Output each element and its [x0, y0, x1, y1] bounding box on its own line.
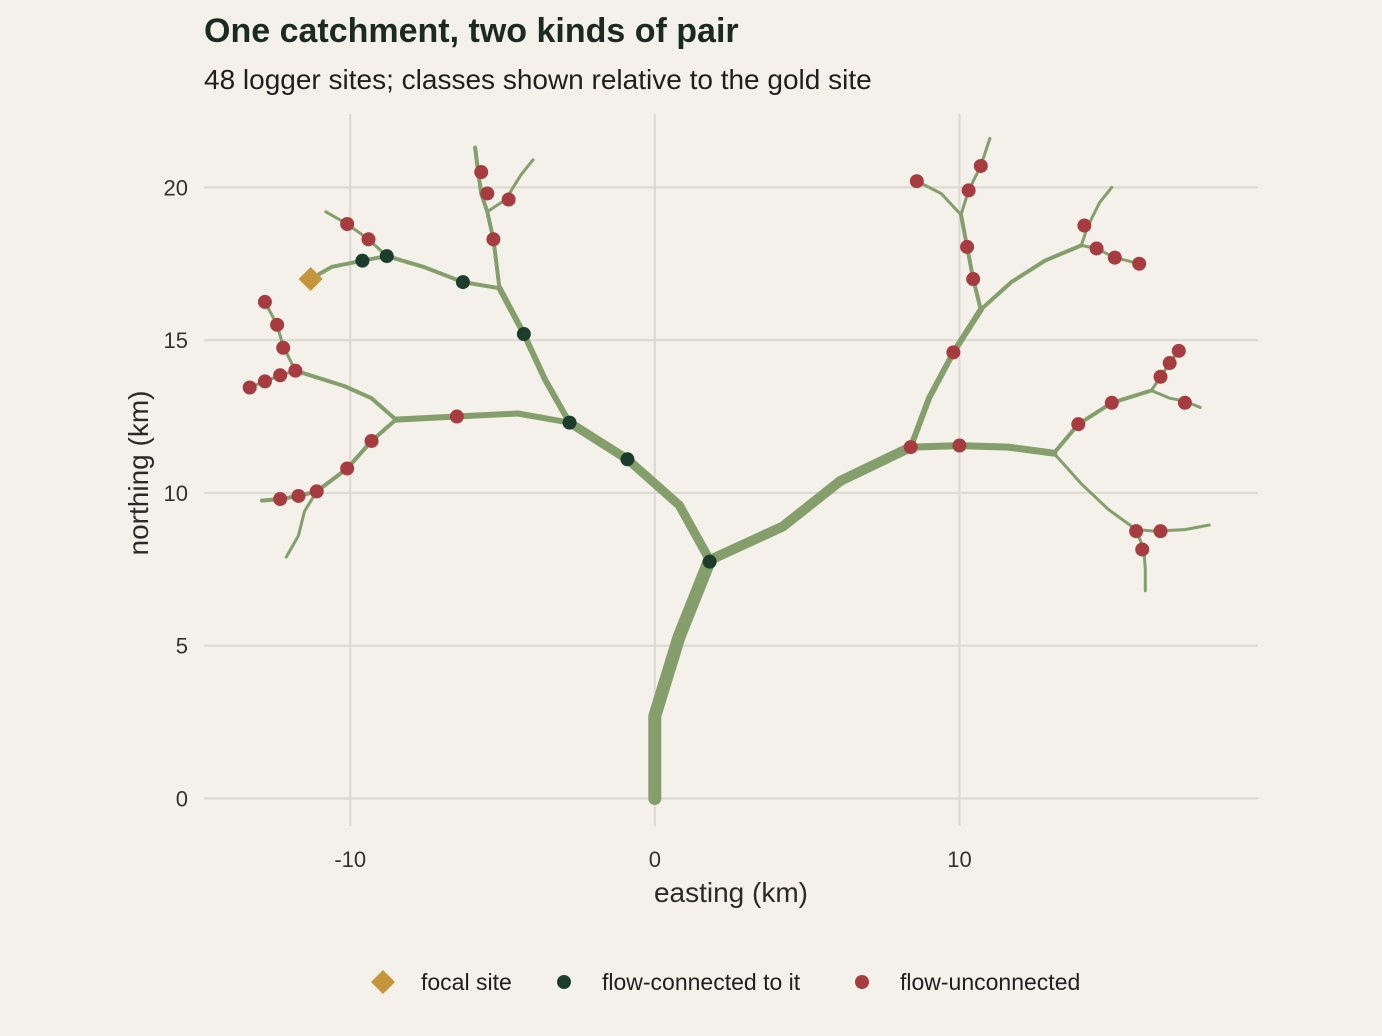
unconnected-site-point — [257, 374, 272, 389]
unconnected-site-point — [946, 345, 961, 360]
connected-site-point — [702, 554, 717, 569]
unconnected-site-point — [966, 272, 981, 287]
unconnected-site-point — [288, 363, 303, 378]
unconnected-site-point — [1162, 356, 1177, 371]
connected-site-point — [516, 327, 531, 342]
river-segment — [485, 158, 535, 214]
connected-site-point — [355, 253, 370, 268]
legend-key-focal — [371, 970, 395, 994]
river-segment — [1079, 243, 1141, 266]
connected-site-point — [379, 249, 394, 264]
unconnected-site-point — [270, 317, 285, 332]
y-axis-title: northing (km) — [123, 391, 154, 556]
y-tick-label: 20 — [164, 175, 188, 200]
y-tick-label: 5 — [176, 634, 188, 659]
connected-site-point — [562, 415, 577, 430]
river-segment — [1051, 388, 1154, 456]
connected-site-point — [455, 275, 470, 290]
legend-key-unconnected — [855, 975, 869, 989]
unconnected-site-point — [1135, 542, 1150, 557]
unconnected-site-point — [961, 183, 976, 198]
river-segment — [324, 210, 389, 258]
unconnected-site-point — [273, 492, 288, 507]
unconnected-site-point — [480, 186, 495, 201]
unconnected-site-point — [903, 440, 918, 455]
x-axis-title: easting (km) — [654, 877, 808, 908]
grid-lines — [204, 114, 1258, 826]
unconnected-site-point — [242, 380, 257, 395]
unconnected-site-point — [973, 158, 988, 173]
river-segment — [284, 489, 319, 559]
chart-title: One catchment, two kinds of pair — [204, 12, 739, 50]
river-segment — [308, 254, 502, 291]
unconnected-site-point — [486, 232, 501, 247]
logger-sites — [242, 158, 1192, 569]
river-segment — [959, 136, 992, 217]
x-tick-label: 10 — [947, 847, 971, 872]
river-segment — [907, 442, 1058, 457]
legend-label-focal: focal site — [421, 969, 512, 995]
river-segment — [565, 418, 715, 565]
unconnected-site-point — [1153, 369, 1168, 384]
river-segment — [704, 442, 916, 566]
river-segment — [1149, 389, 1202, 409]
river-segment — [1079, 185, 1114, 247]
unconnected-site-point — [257, 294, 272, 309]
legend-key-connected — [557, 975, 571, 989]
unconnected-site-point — [501, 192, 516, 207]
legend-label-connected: flow-connected to it — [602, 969, 801, 995]
connected-site-point — [620, 452, 635, 467]
chart-subtitle: 48 logger sites; classes shown relative … — [204, 64, 872, 95]
unconnected-site-point — [474, 165, 489, 180]
unconnected-site-point — [364, 433, 379, 448]
unconnected-site-point — [1129, 524, 1144, 539]
unconnected-site-point — [952, 438, 967, 453]
river-segment — [496, 285, 573, 426]
river-network — [248, 136, 1211, 805]
unconnected-site-point — [1107, 250, 1122, 265]
axis-ticks: -10 0 10 0 5 10 15 20 — [164, 175, 972, 872]
unconnected-site-point — [361, 232, 376, 247]
unconnected-site-point — [909, 174, 924, 189]
unconnected-site-point — [340, 217, 355, 232]
unconnected-site-point — [1089, 241, 1104, 256]
unconnected-site-point — [309, 484, 324, 499]
unconnected-site-point — [1132, 256, 1147, 271]
x-tick-label: 0 — [649, 847, 661, 872]
focal-site-marker — [298, 267, 323, 292]
unconnected-site-point — [1153, 524, 1168, 539]
river-segment — [1149, 349, 1181, 392]
river-segment — [263, 300, 297, 373]
unconnected-site-point — [960, 239, 975, 254]
river-segment — [259, 417, 398, 503]
unconnected-site-point — [1077, 218, 1092, 233]
unconnected-site-point — [291, 488, 306, 503]
y-tick-label: 10 — [164, 481, 188, 506]
river-segment — [392, 410, 573, 426]
unconnected-site-point — [1177, 395, 1192, 410]
unconnected-site-point — [340, 461, 355, 476]
legend-label-unconnected: flow-unconnected — [900, 969, 1080, 995]
river-segment — [915, 179, 963, 217]
legend: focal site flow-connected to it flow-uncon… — [371, 969, 1080, 995]
river-segment — [978, 243, 1084, 312]
x-tick-label: -10 — [334, 847, 366, 872]
river-segment — [959, 212, 983, 312]
unconnected-site-point — [449, 409, 464, 424]
unconnected-site-point — [1171, 343, 1186, 358]
river-segment — [648, 553, 717, 805]
unconnected-site-point — [1104, 395, 1119, 410]
river-segment — [1134, 528, 1147, 593]
y-tick-label: 0 — [176, 786, 188, 811]
y-tick-label: 15 — [164, 328, 188, 353]
unconnected-site-point — [1071, 417, 1086, 432]
river-segment — [293, 368, 398, 422]
river-segment — [907, 306, 984, 451]
unconnected-site-point — [276, 340, 291, 355]
river-segment — [248, 369, 297, 389]
unconnected-site-point — [273, 368, 288, 383]
